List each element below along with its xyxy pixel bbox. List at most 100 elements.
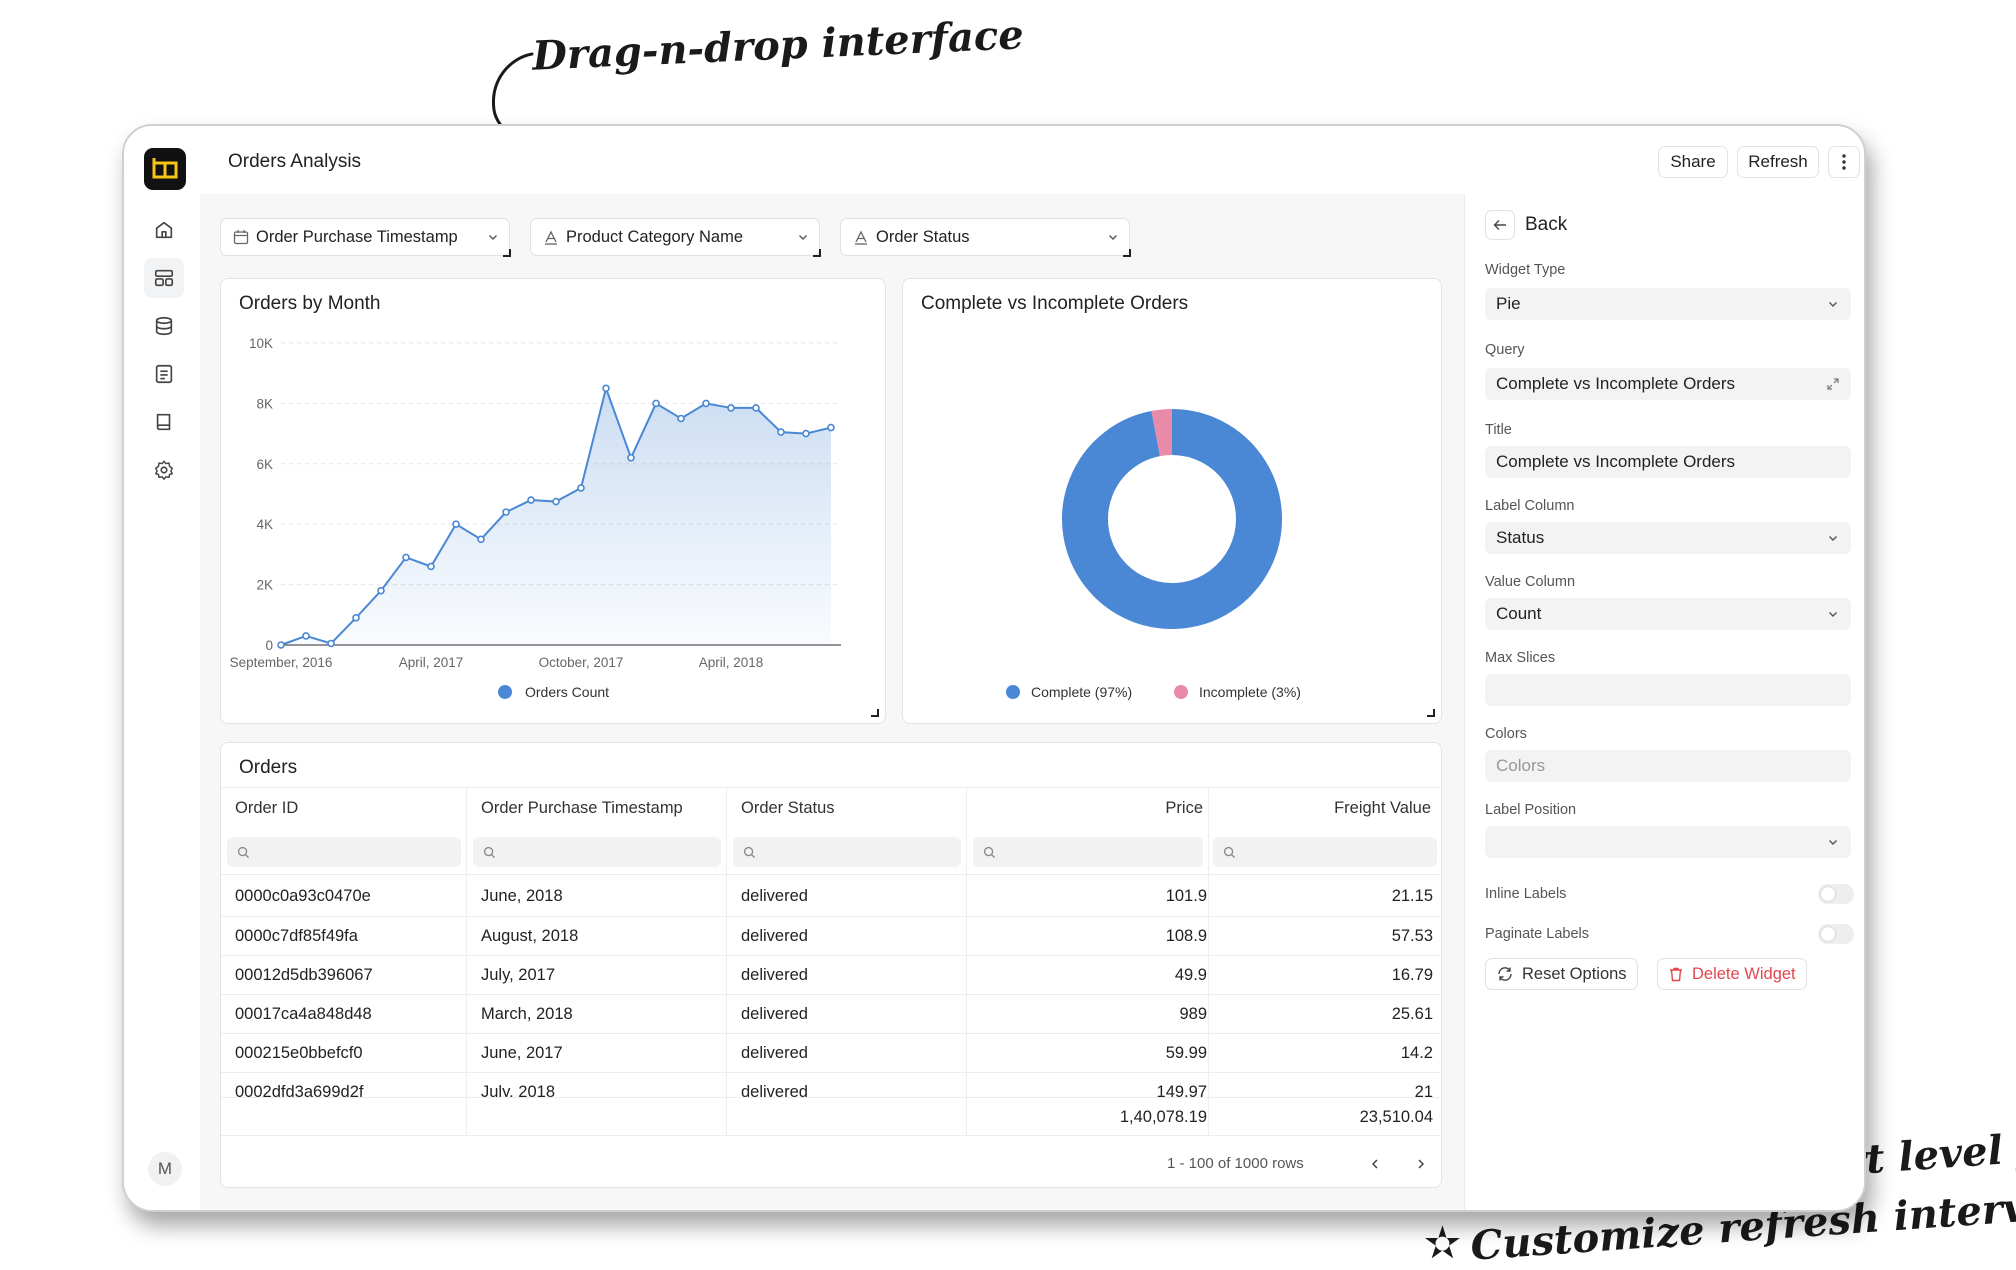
query-select[interactable]: Complete vs Incomplete Orders xyxy=(1485,368,1851,400)
table-cell: 14.2 xyxy=(1400,1043,1433,1062)
column-search-input[interactable] xyxy=(1213,837,1437,867)
user-avatar[interactable]: M xyxy=(148,1152,182,1186)
more-options-button[interactable] xyxy=(1828,146,1860,178)
table-cell: delivered xyxy=(741,1082,808,1098)
label-column-select[interactable]: Status xyxy=(1485,522,1851,554)
resize-handle[interactable] xyxy=(1427,709,1435,717)
select-value: Complete vs Incomplete Orders xyxy=(1496,374,1736,393)
filter-product-category-name[interactable]: Product Category Name xyxy=(530,218,821,257)
table-row[interactable]: 00017ca4a848d48 March, 2018 delivered 989 25… xyxy=(221,994,1441,1033)
paginate-labels-toggle[interactable] xyxy=(1818,924,1854,944)
table-row[interactable]: 0000c0a93c0470e June, 2018 delivered 101.9 2… xyxy=(221,877,1441,915)
x-tick-label: April, 2018 xyxy=(699,655,764,670)
inline-labels-label: Inline Labels xyxy=(1485,886,1567,902)
table-cell: 16.79 xyxy=(1391,965,1433,984)
legend-swatch xyxy=(498,685,512,699)
table-row[interactable]: 000215e0bbefcf0 June, 2017 delivered 59.99 1… xyxy=(221,1033,1441,1072)
reset-options-button[interactable]: Reset Options xyxy=(1485,958,1638,990)
sidebar: M xyxy=(124,126,201,1210)
data-point xyxy=(427,562,435,571)
price-total: 1,40,078.19 xyxy=(1119,1107,1207,1126)
resize-handle[interactable] xyxy=(1123,249,1131,257)
data-point xyxy=(652,399,660,408)
text-type-icon xyxy=(545,230,557,245)
label-position-select[interactable] xyxy=(1485,826,1851,858)
resize-handle[interactable] xyxy=(871,709,879,717)
y-tick-label: 2K xyxy=(256,578,273,593)
chevron-right-icon xyxy=(1418,1159,1425,1169)
chevron-down-icon xyxy=(1829,302,1837,307)
table-cell: 0002dfd3a699d2f xyxy=(235,1082,364,1098)
table-cell: delivered xyxy=(741,1004,808,1023)
column-search-input[interactable] xyxy=(227,837,461,867)
nav-home[interactable] xyxy=(144,210,184,250)
data-point xyxy=(577,484,585,492)
nav-data-sources[interactable] xyxy=(144,306,184,346)
table-cell: July, 2017 xyxy=(481,965,555,984)
max-slices-label: Max Slices xyxy=(1485,650,1556,666)
column-header[interactable]: Freight Value xyxy=(1334,798,1431,817)
table-cell: delivered xyxy=(741,1043,808,1062)
data-point xyxy=(602,384,610,393)
orders-table: Order ID Order Purchase Timestamp Order … xyxy=(221,743,1441,1187)
refresh-button[interactable]: Refresh xyxy=(1737,146,1819,178)
column-search-input[interactable] xyxy=(733,837,961,867)
pie-slice xyxy=(1062,409,1282,629)
chevron-down-icon xyxy=(1829,536,1837,541)
previous-page-button[interactable] xyxy=(1363,1152,1387,1176)
data-point xyxy=(527,496,535,504)
data-point xyxy=(802,429,810,438)
data-point xyxy=(402,553,410,562)
table-cell: 25.61 xyxy=(1391,1004,1433,1023)
resize-handle[interactable] xyxy=(503,249,511,257)
max-slices-input[interactable] xyxy=(1485,674,1851,706)
colors-label: Colors xyxy=(1485,726,1527,742)
resize-handle[interactable] xyxy=(813,249,821,257)
value-column-select[interactable]: Count xyxy=(1485,598,1851,630)
column-header[interactable]: Price xyxy=(1165,798,1203,817)
widget-title: Orders xyxy=(239,757,298,778)
column-search-input[interactable] xyxy=(973,837,1203,867)
title-label: Title xyxy=(1485,422,1512,438)
table-totals-row: 1,40,078.19 23,510.04 xyxy=(221,1097,1441,1136)
more-vertical-icon xyxy=(1842,154,1846,170)
back-label[interactable]: Back xyxy=(1525,214,1568,235)
table-cell: 0000c7df85f49fa xyxy=(235,926,358,945)
back-button[interactable] xyxy=(1485,210,1515,240)
app-logo[interactable] xyxy=(144,148,186,190)
filter-order-status[interactable]: Order Status xyxy=(840,218,1131,257)
column-search-input[interactable] xyxy=(473,837,721,867)
table-row[interactable]: 0000c7df85f49fa August, 2018 delivered 108.… xyxy=(221,916,1441,955)
table-row[interactable]: 00012d5db396067 July, 2017 delivered 49.9 16… xyxy=(221,955,1441,994)
table-row[interactable]: 0002dfd3a699d2f July, 2018 delivered 149.97… xyxy=(221,1072,1441,1097)
column-header[interactable]: Order Purchase Timestamp xyxy=(481,798,683,817)
search-icon xyxy=(483,846,496,858)
widget-type-select[interactable]: Pie xyxy=(1485,288,1851,320)
nav-dashboards[interactable] xyxy=(144,258,184,298)
filter-label: Product Category Name xyxy=(566,227,743,246)
nav-notebooks[interactable] xyxy=(144,402,184,442)
search-icon xyxy=(237,846,250,858)
filter-order-purchase-timestamp[interactable]: Order Purchase Timestamp xyxy=(220,218,511,257)
nav-settings[interactable] xyxy=(144,450,184,490)
search-icon xyxy=(1223,846,1236,858)
column-header[interactable]: Order ID xyxy=(235,798,299,817)
chevron-down-icon xyxy=(1109,235,1117,240)
table-cell: 00017ca4a848d48 xyxy=(235,1004,372,1023)
delete-widget-button[interactable]: Delete Widget xyxy=(1657,958,1807,990)
input-value: Complete vs Incomplete Orders xyxy=(1496,452,1736,471)
next-page-button[interactable] xyxy=(1409,1152,1433,1176)
column-header[interactable]: Order Status xyxy=(741,798,835,817)
data-point xyxy=(502,508,510,516)
expand-icon[interactable] xyxy=(1827,378,1839,390)
table-cell: March, 2018 xyxy=(481,1004,573,1023)
share-button[interactable]: Share xyxy=(1658,146,1728,178)
nav-queries[interactable] xyxy=(144,354,184,394)
orders-by-month-widget[interactable]: Orders by Month 0 2K 4K 6K 8K 10K September, 2… xyxy=(220,278,886,724)
colors-input[interactable]: Colors xyxy=(1485,750,1851,782)
orders-table-widget[interactable]: Orders Order ID Order Purchase Timestamp… xyxy=(220,742,1442,1188)
inline-labels-toggle[interactable] xyxy=(1818,884,1854,904)
title-input[interactable]: Complete vs Incomplete Orders xyxy=(1485,446,1851,478)
table-cell: 108.9 xyxy=(1165,926,1207,945)
complete-vs-incomplete-widget[interactable]: Complete vs Incomplete Orders Complete (… xyxy=(902,278,1442,724)
